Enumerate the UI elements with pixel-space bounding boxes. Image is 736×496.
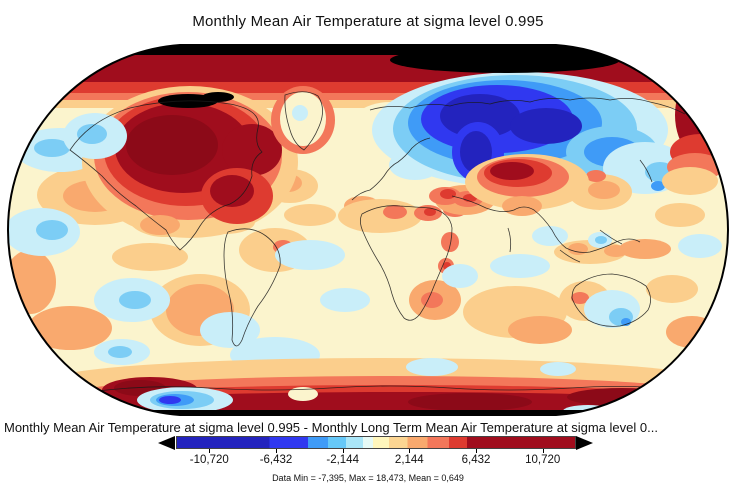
colorbar-right-arrow bbox=[576, 436, 593, 450]
colorbar-tick-label: -10,720 bbox=[189, 454, 229, 466]
colorbar-tick-label: -2,144 bbox=[326, 454, 359, 466]
colorbar-tick bbox=[409, 449, 411, 453]
colorbar-tick bbox=[342, 449, 344, 453]
map-outline bbox=[6, 44, 730, 416]
plot-title: Monthly Mean Air Temperature at sigma le… bbox=[192, 13, 544, 30]
colorbar-tick-label: -6,432 bbox=[259, 454, 293, 466]
map-coastlines bbox=[69, 91, 691, 393]
colorbar-tick-label: 2,144 bbox=[394, 454, 424, 466]
data-stats: Data Min = -7,395, Max = 18,473, Mean = … bbox=[272, 473, 464, 483]
colorbar-tick-label: 10,720 bbox=[525, 454, 561, 466]
colorbar: -10,720 -6,432 -2,144 2,144 6,432 10,720 bbox=[158, 436, 594, 482]
colorbar-tick bbox=[542, 449, 544, 453]
colorbar-tick bbox=[209, 449, 211, 453]
colorbar-tick bbox=[476, 449, 477, 453]
colorbar-left-arrow bbox=[158, 436, 175, 450]
colorbar-tick bbox=[276, 449, 277, 453]
colorbar-gradient bbox=[176, 436, 576, 449]
colorbar-tick-label: 6,432 bbox=[461, 454, 491, 466]
plot-subtitle: Monthly Mean Air Temperature at sigma le… bbox=[4, 420, 658, 435]
map-fill-shapes bbox=[8, 45, 728, 415]
